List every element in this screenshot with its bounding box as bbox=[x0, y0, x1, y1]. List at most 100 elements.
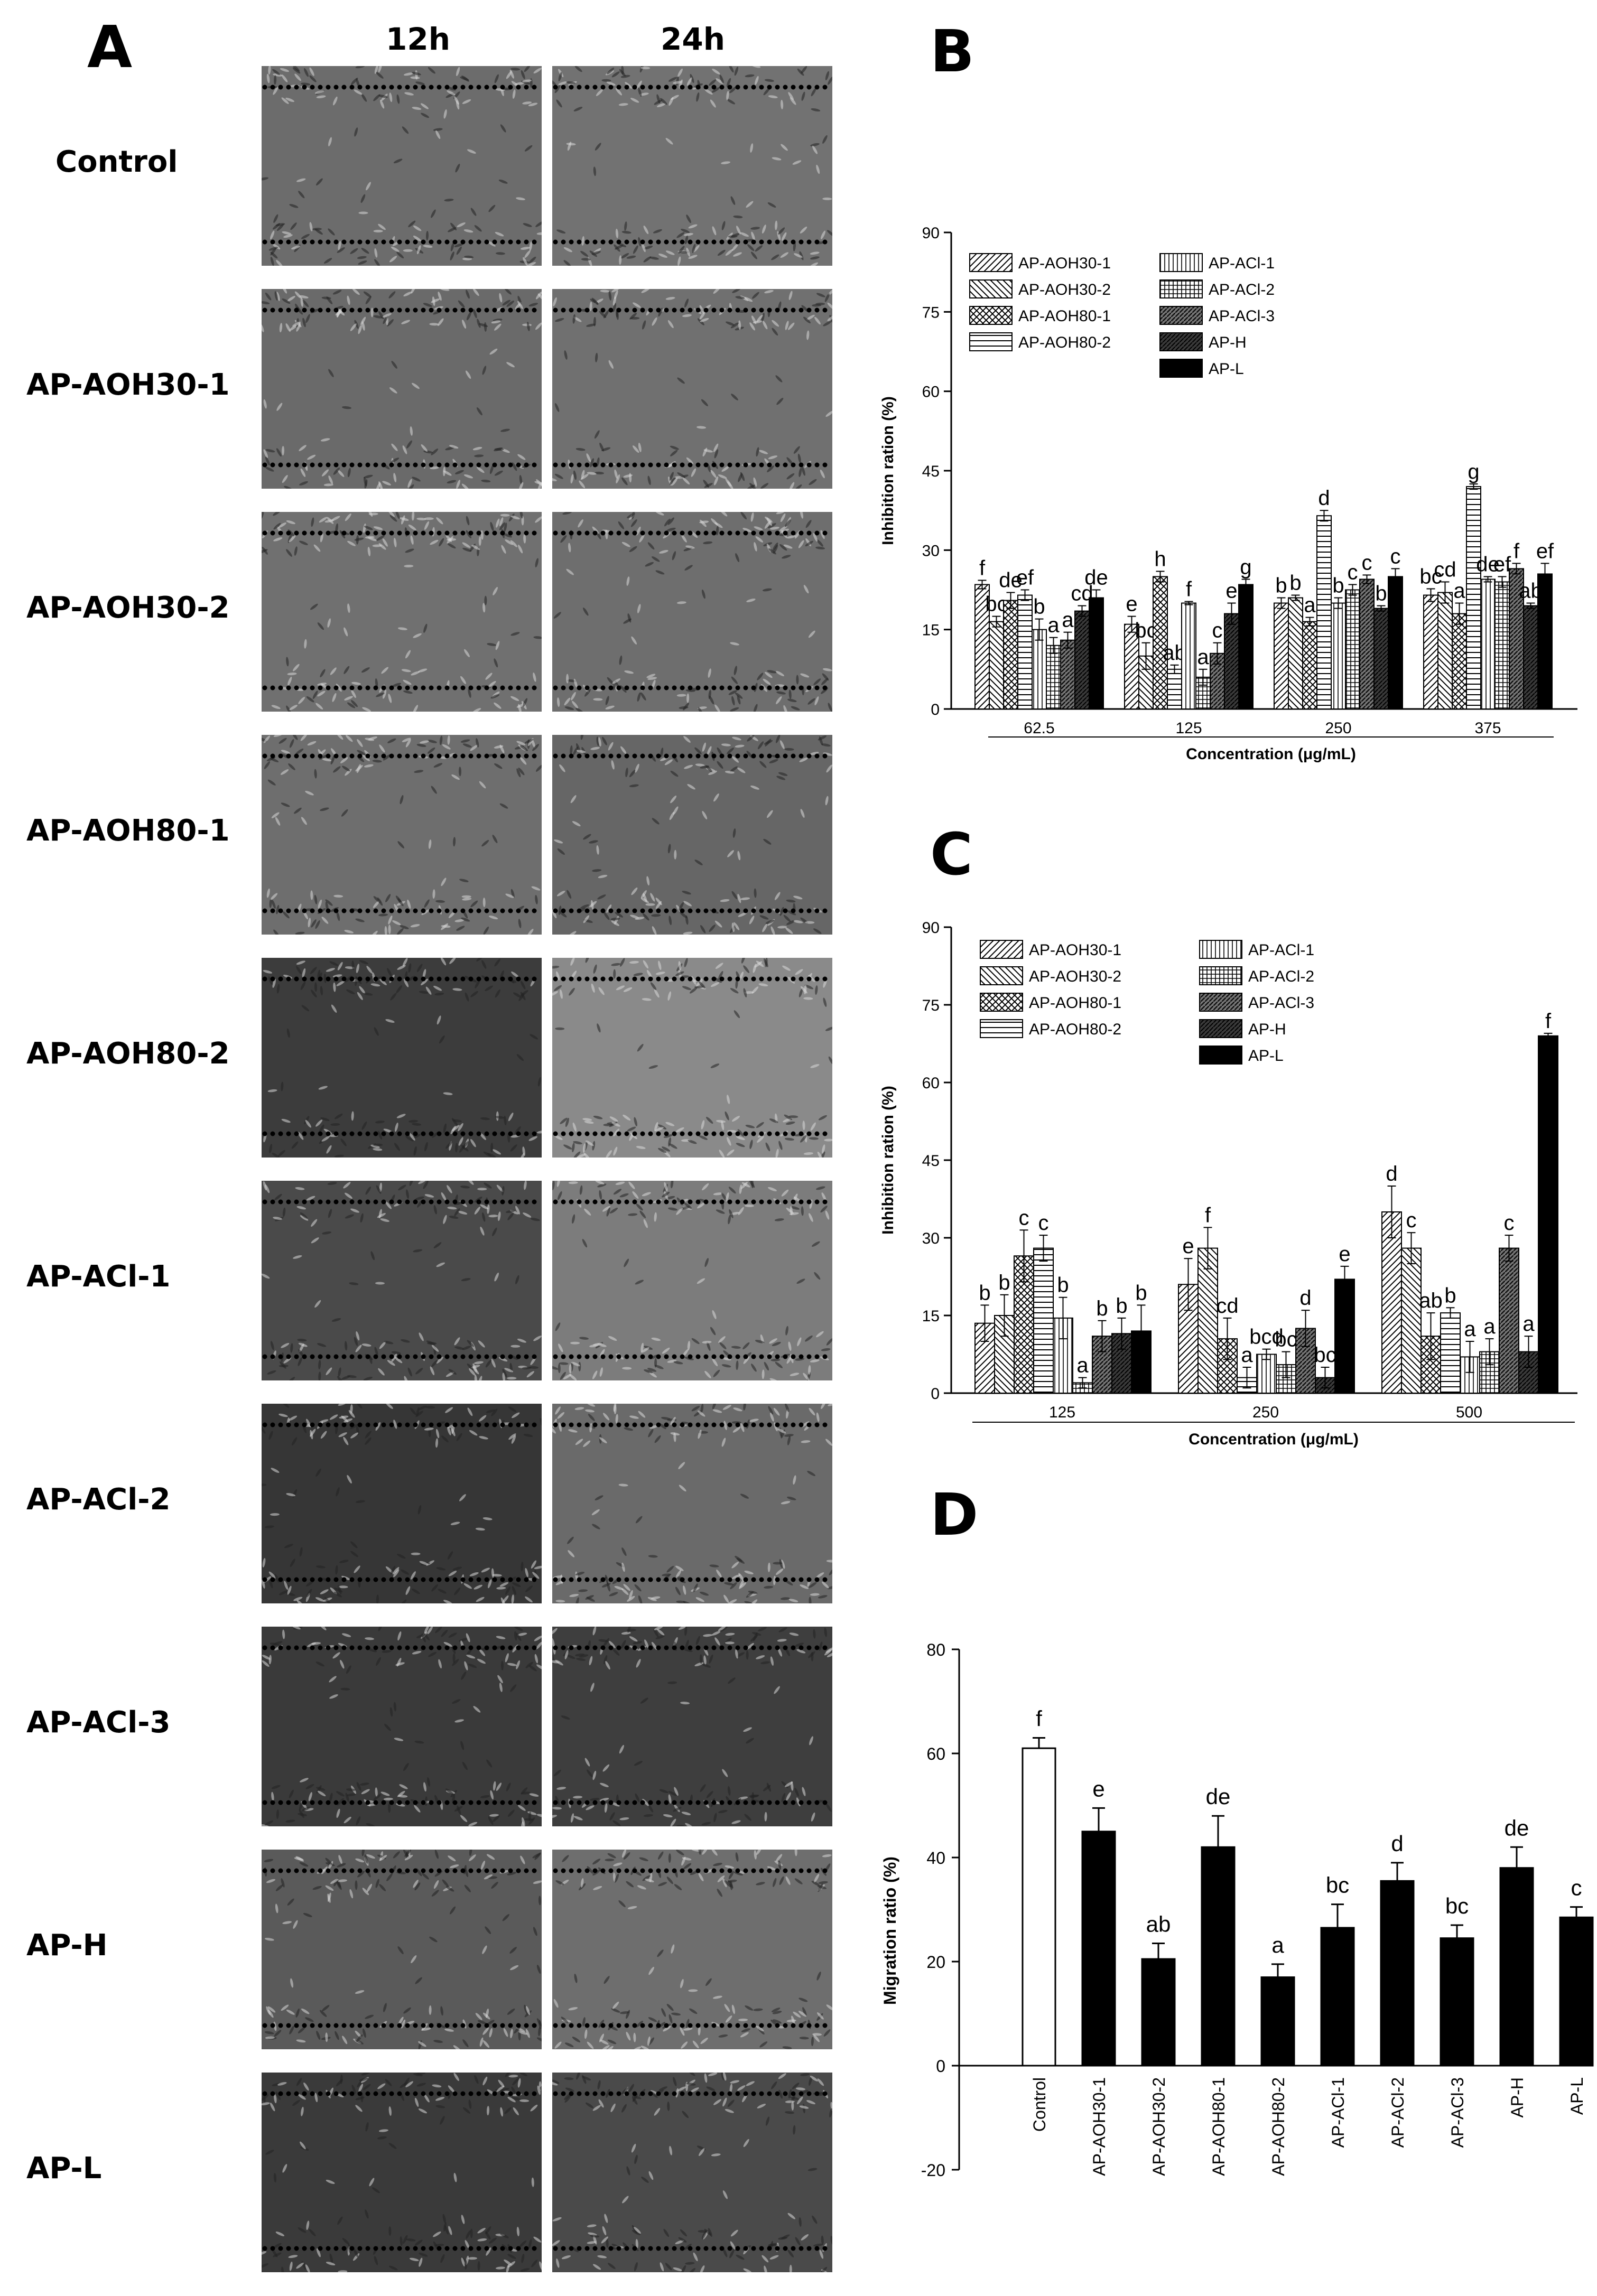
y-axis-label: Migration ratio (%) bbox=[880, 1856, 899, 2005]
legend-swatch-ap-aoh80-1 bbox=[980, 993, 1023, 1012]
bar-ap-h-375 bbox=[1523, 605, 1538, 710]
error-bar-ap-aoh80-2-125 bbox=[1170, 664, 1179, 674]
category-label-ap-aoh30-1: AP-AOH30-1 bbox=[1090, 2077, 1109, 2176]
error-bar-ap-aoh30-2-500 bbox=[1407, 1232, 1416, 1264]
sig-letter-ap-aoh80-2-250: a bbox=[1241, 1343, 1253, 1367]
sig-letter-ap-acl-1-250: b bbox=[1332, 574, 1344, 598]
error-bar-ap-acl-1 bbox=[1331, 1903, 1344, 1928]
bar-ap-l-375 bbox=[1537, 573, 1553, 710]
y-tick-label-75: 75 bbox=[922, 997, 940, 1014]
bar-ap-aoh80-1-62-5 bbox=[1003, 600, 1018, 710]
sig-letter-ap-acl-3-250: c bbox=[1362, 551, 1372, 574]
sig-letter-ap-aoh30-2-375: cd bbox=[1434, 558, 1456, 581]
bar-ap-aoh30-2-500 bbox=[1401, 1247, 1422, 1394]
micrograph-ap-aoh80-2-24h bbox=[552, 958, 832, 1158]
panel-b-letter: B bbox=[930, 17, 974, 85]
error-bar-ap-aoh80-2-250 bbox=[1242, 1367, 1251, 1389]
sig-letter-ap-aoh80-2-125: c bbox=[1038, 1211, 1049, 1235]
error-bar-ap-aoh30-2-125 bbox=[1000, 1294, 1009, 1337]
error-bar-ap-acl-1-125 bbox=[1184, 601, 1193, 605]
error-bar-ap-aoh80-1-250 bbox=[1305, 617, 1314, 627]
sig-letter-ap-aoh80-2: a bbox=[1271, 1933, 1284, 1957]
category-label-ap-aoh80-2: AP-AOH80-2 bbox=[1269, 2077, 1288, 2176]
bar-ap-acl-1-250 bbox=[1331, 602, 1346, 710]
micrograph-ap-acl-2-12h bbox=[262, 1404, 542, 1603]
error-bar-ap-aoh30-1-250 bbox=[1277, 597, 1286, 609]
sig-letter-ap-aoh80-1-125: h bbox=[1154, 547, 1166, 571]
legend-label-ap-acl-1: AP-ACl-1 bbox=[1248, 941, 1314, 959]
error-bar-ap-aoh80-2-375 bbox=[1469, 483, 1478, 490]
sig-letter-ap-acl-1-250: bcd bbox=[1249, 1326, 1284, 1349]
legend-swatch-ap-aoh30-1 bbox=[969, 253, 1013, 272]
y-tick-label-45: 45 bbox=[922, 463, 940, 480]
y-tick-label-90: 90 bbox=[922, 225, 940, 242]
sig-letter-ap-aoh30-2: ab bbox=[1146, 1912, 1171, 1937]
micrograph-ap-h-12h bbox=[262, 1850, 542, 2049]
sig-letter-ap-acl-2-375: ef bbox=[1493, 553, 1511, 576]
legend-swatch-ap-h bbox=[1199, 1019, 1242, 1038]
legend-label-ap-acl-3: AP-ACl-3 bbox=[1209, 307, 1275, 325]
error-bar-ap-aoh80-1-125 bbox=[1019, 1229, 1028, 1283]
error-bar-ap-acl-3 bbox=[1451, 1924, 1463, 1938]
y-tick-label-90: 90 bbox=[922, 919, 940, 937]
error-bar-ap-h-125 bbox=[1227, 602, 1236, 625]
error-bar-ap-aoh80-1-125 bbox=[1156, 571, 1165, 583]
error-bar-ap-l-250 bbox=[1340, 1265, 1349, 1293]
x-axis-label: Concentration (μg/mL) bbox=[1186, 745, 1356, 763]
bar-ap-aoh30-1-250 bbox=[1274, 602, 1289, 710]
error-bar-ap-aoh30-1-125 bbox=[980, 1304, 989, 1342]
column-header-12h: 12h bbox=[386, 21, 451, 57]
y-tick-label-30: 30 bbox=[922, 1230, 940, 1247]
error-bar-ap-acl-2-500 bbox=[1485, 1338, 1494, 1366]
sig-letter-ap-aoh30-1: e bbox=[1092, 1776, 1104, 1801]
legend-swatch-ap-aoh30-2 bbox=[969, 279, 1013, 298]
y-tick-label--20: -20 bbox=[921, 2161, 945, 2180]
error-bar-ap-h-250 bbox=[1321, 1367, 1330, 1389]
y-tick-label-60: 60 bbox=[922, 384, 940, 401]
micrograph-ap-acl-2-24h bbox=[552, 1404, 832, 1603]
sig-letter-ap-acl-2-250: bc bbox=[1275, 1328, 1297, 1351]
sig-letter-ap-aoh30-2-250: f bbox=[1205, 1203, 1211, 1227]
sig-letter-ap-aoh80-2-375: g bbox=[1468, 460, 1479, 483]
sig-letter-ap-h-500: a bbox=[1522, 1312, 1535, 1336]
sig-letter-ap-aoh80-2-500: b bbox=[1444, 1284, 1456, 1307]
error-bar-ap-aoh80-2-500 bbox=[1446, 1307, 1455, 1319]
error-bar-ap-h-250 bbox=[1377, 605, 1386, 612]
sig-letter-ap-acl-3-375: f bbox=[1514, 539, 1520, 563]
category-label-control: Control bbox=[1030, 2077, 1049, 2132]
micrograph-ap-aoh30-2-24h bbox=[552, 512, 832, 712]
sig-letter-ap-aoh80-1-62-5: de bbox=[999, 569, 1023, 592]
legend-swatch-ap-h bbox=[1159, 332, 1203, 351]
error-bar-ap-l-125 bbox=[1241, 578, 1250, 591]
panel-c-letter: C bbox=[930, 820, 973, 888]
error-bar-ap-aoh30-2-62-5 bbox=[992, 615, 1001, 628]
bar-ap-acl-3-62-5 bbox=[1060, 639, 1075, 710]
micrograph-control-12h bbox=[262, 66, 542, 266]
category-label-125: 125 bbox=[1175, 720, 1202, 737]
error-bar-ap-aoh80-1 bbox=[1212, 1815, 1224, 1847]
error-bar-ap-h-500 bbox=[1524, 1336, 1533, 1368]
row-label-ap-aoh80-1: AP-AOH80-1 bbox=[26, 814, 230, 848]
legend-label-ap-aoh30-2: AP-AOH30-2 bbox=[1018, 281, 1111, 298]
bar-ap-h-250 bbox=[1373, 608, 1389, 710]
micrograph-ap-aoh80-1-24h bbox=[552, 735, 832, 935]
sig-letter-ap-acl-2-125: a bbox=[1076, 1354, 1089, 1377]
sig-letter-ap-acl-1: bc bbox=[1326, 1873, 1349, 1898]
error-bar-ap-acl-2 bbox=[1391, 1862, 1404, 1881]
bar-ap-aoh80-2-250 bbox=[1316, 515, 1332, 710]
error-bar-ap-aoh30-1-250 bbox=[1184, 1258, 1193, 1311]
panel-d-letter: D bbox=[930, 1481, 978, 1548]
sig-letter-ap-acl-2-62-5: a bbox=[1047, 614, 1060, 637]
error-bar-control bbox=[1033, 1737, 1045, 1749]
sig-letter-ap-acl-2-500: a bbox=[1483, 1315, 1496, 1338]
error-bar-ap-h-125 bbox=[1117, 1317, 1126, 1350]
sig-letter-ap-l-375: ef bbox=[1536, 539, 1554, 563]
legend-label-ap-aoh80-2: AP-AOH80-2 bbox=[1018, 334, 1111, 351]
bar-ap-acl-3 bbox=[1440, 1937, 1474, 2067]
row-label-ap-l: AP-L bbox=[26, 2151, 102, 2186]
y-tick-label-30: 30 bbox=[922, 542, 940, 559]
y-tick-label-45: 45 bbox=[922, 1152, 940, 1170]
sig-letter-ap-acl-2: d bbox=[1391, 1831, 1403, 1856]
sig-letter-ap-aoh30-1-250: b bbox=[1275, 574, 1287, 598]
error-bar-ap-acl-3-250 bbox=[1301, 1310, 1310, 1347]
